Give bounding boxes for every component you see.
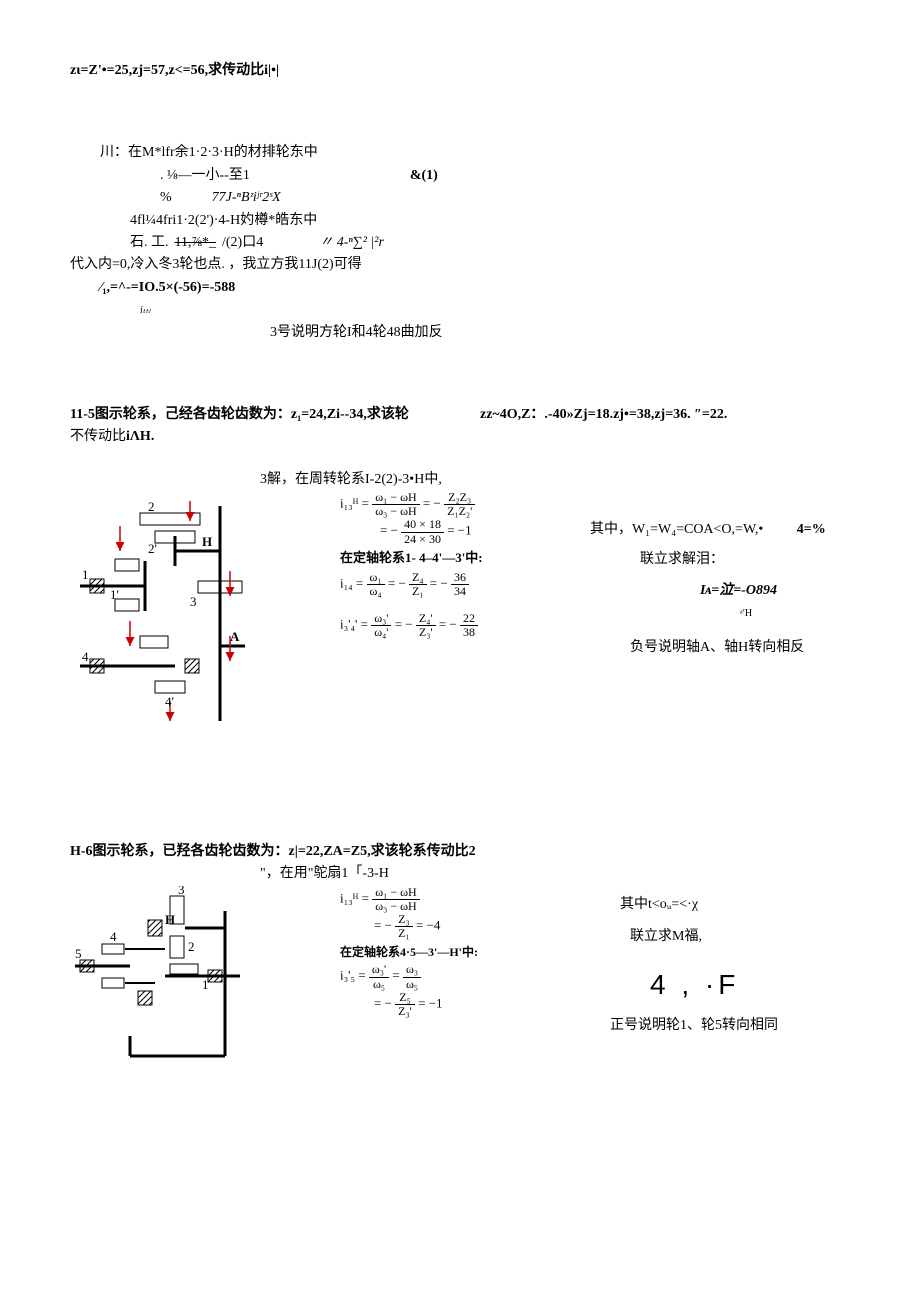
p115-right: zz~4O,Z：.-40»Zj=18.zj•=38,zj=36. ″=22.	[480, 404, 850, 426]
b1-l7b: iₜₜₗ	[140, 305, 150, 316]
problem-header: zι=Z'•=25,zj=57,z<=56,求传动比i|•|	[70, 60, 850, 82]
fig115-label-H: H	[202, 534, 212, 549]
pH6-side-notes: 其中t<oᵤ=<·χ 联立求M福, 4 , ·F 正号说明轮1、轮5转向相同	[540, 886, 850, 1046]
p115-side4: 负号说明轴A、轴H转向相反	[590, 637, 850, 659]
figH6-label-3: 3	[178, 886, 185, 897]
fig115-label-4: 4	[82, 649, 89, 664]
pH6-side3: 4 , ·F	[590, 963, 850, 1008]
fig115-label-1p: 1'	[110, 587, 119, 602]
p115-equations: i₁₃ᴴ = ω₁ − ωHω₃ − ωH = − Z₂Z₃Z₁Z₂' = − …	[340, 491, 550, 639]
header-text: zι=Z'•=25,zj=57,z<=56,求传动比i|•|	[70, 63, 279, 78]
eq1-lhs: i₁₃ᴴ =	[340, 496, 369, 511]
p115-side1: 其中，W₁=W₄=COA<O,=W,•	[590, 522, 763, 537]
p115-side2: 联立求解泪：	[590, 549, 850, 571]
fig115-label-3: 3	[190, 594, 197, 609]
pH6-mid-title: 在定轴轮系4·5—3'—H'中:	[340, 941, 530, 964]
b1-l3b: 77J-ⁿBᶻiʲʳ2ˢX	[212, 187, 281, 209]
p115-side-notes: 其中，W₁=W₄=COA<O,=W,• 4=% 联立求解泪： Iᴀ=泣=-O89…	[560, 491, 850, 667]
fig115-label-A: A	[230, 629, 240, 644]
pH6-title: H-6图示轮系，已羟各齿轮齿数为：z|=22,ZA=Z5,求该轮系传动比2	[70, 841, 850, 863]
p115-sol-title: 3解，在周转轮系I-2(2)-3•H中,	[260, 469, 850, 491]
figH6-label-5: 5	[75, 946, 82, 961]
pH6-sub: "，在用"鸵扇1「-3-H	[260, 863, 850, 885]
b1-l5a: 石. 工.	[130, 232, 169, 254]
pH6-equations: i₁₃ᴴ = ω₁ − ωHω₃ − ωH = − Z₃Z₁ = −4 在定轴轮…	[340, 886, 530, 1018]
fig115-label-1: 1	[82, 567, 89, 582]
b1-l3a: %	[160, 187, 172, 209]
figure-11-5: 2 2' 1 1' 3 H A 4 4'	[70, 491, 330, 751]
fig115-label-2: 2	[148, 499, 155, 514]
b1-l5b: 11,⅞*_	[175, 232, 216, 254]
b1-l1: 川：在M*lfr余1·2·3·H的材排轮东中	[100, 142, 850, 164]
figH6-label-2: 2	[188, 939, 195, 954]
fig115-label-4p: 4'	[165, 694, 174, 709]
b1-l5d: 〃 4-ⁿ∑² |²r	[319, 232, 384, 254]
pH6-side2: 联立求M福,	[590, 926, 850, 948]
b1-l2a: . ⅛—一小--至1	[160, 165, 250, 187]
b1-l8: 3号说明方轮I和4轮48曲加反	[270, 322, 850, 344]
figH6-label-4: 4	[110, 929, 117, 944]
pH6-side4: 正号说明轮1、轮5转向相同	[590, 1015, 850, 1037]
p115-left-b: 不传动比iΛH.	[70, 429, 154, 444]
p115-side3: Iᴀ=泣=-O894	[700, 583, 777, 598]
problem-11-5: 11-5图示轮系，己经各齿轮齿数为：z₁=24,Zi--34,求该轮 不传动比i…	[70, 404, 850, 751]
problem-H-6: H-6图示轮系，已羟各齿轮齿数为：z|=22,ZA=Z5,求该轮系传动比2 "，…	[70, 841, 850, 1076]
p115-left-a: 11-5图示轮系，己经各齿轮齿数为：z₁=24,Zi--34,求该轮	[70, 407, 409, 422]
b1-l6: 代入内=0,冷入冬3轮也点. ，我立方我11J(2)可得	[70, 254, 850, 276]
pH6-side1: 其中t<oᵤ=<·χ	[590, 894, 850, 916]
figure-H-6: 3 H 2 1 5 4	[70, 886, 330, 1076]
fig115-label-2p: 2'	[148, 541, 157, 556]
b1-l7a: ∕₁,=^-=IO.5×(-56)=-588	[100, 280, 235, 295]
b1-l2b: &(1)	[410, 165, 438, 187]
eq-mid-title: 在定轴轮系1- 4–4'—3'中:	[340, 546, 550, 571]
b1-l5c: /(2)口4	[222, 232, 263, 254]
b1-l4: 4fl¼4fri1·2(2')·4-H妁樽*皓东中	[130, 210, 850, 232]
derivation-block-1: 川：在M*lfr余1·2·3·H的材排轮东中 . ⅛—一小--至1 &(1) %…	[70, 142, 850, 344]
figH6-label-H: H	[165, 912, 175, 927]
